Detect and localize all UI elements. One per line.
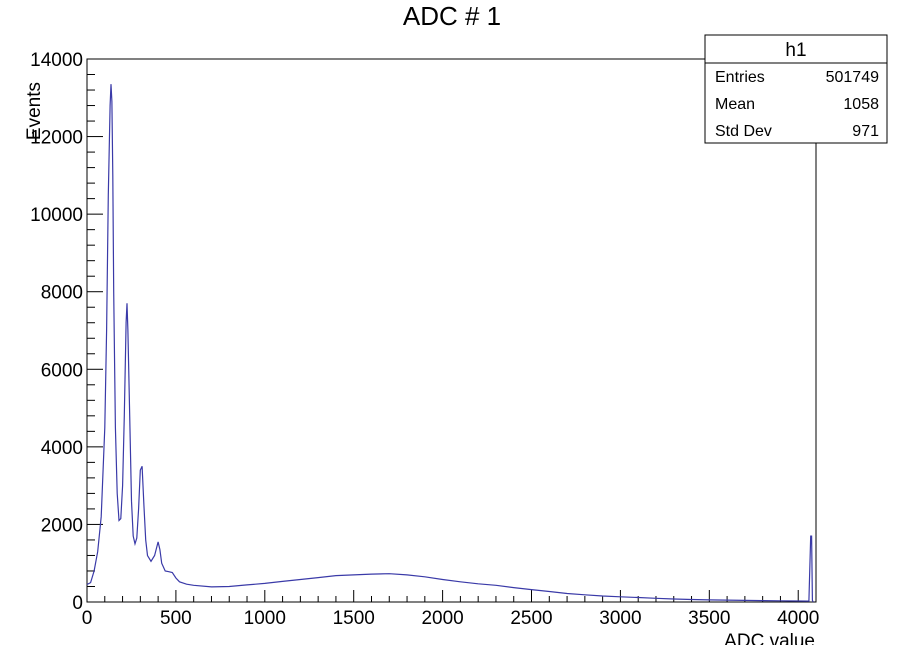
y-tick-label: 0 — [72, 593, 83, 614]
stats-label-mean: Mean — [715, 96, 755, 113]
y-tick-label: 4000 — [41, 438, 83, 459]
chart-title: ADC # 1 — [403, 1, 501, 31]
histogram-line — [86, 84, 814, 603]
x-axis: 0 500 1000 1500 2000 2500 3000 3500 4000 — [82, 590, 819, 629]
x-tick-label: 3000 — [599, 608, 641, 629]
x-tick-label: 4000 — [777, 608, 819, 629]
y-tick-label: 14000 — [30, 50, 83, 71]
stats-box-frame — [704, 34, 888, 144]
x-tick-label: 1000 — [244, 608, 286, 629]
stats-box: h1 Entries 501749 Mean 1058 Std Dev 971 — [704, 34, 888, 144]
stats-value-std-dev: 971 — [852, 123, 879, 140]
x-tick-label: 2500 — [510, 608, 552, 629]
y-tick-label: 12000 — [30, 128, 83, 149]
stats-label-std-dev: Std Dev — [715, 123, 772, 140]
x-tick-label: 0 — [82, 608, 93, 629]
y-axis-title: Events — [24, 82, 45, 140]
y-axis: 0 2000 4000 6000 8000 10000 12000 14000 — [30, 50, 103, 614]
y-tick-label: 10000 — [30, 205, 83, 226]
stats-value-entries: 501749 — [826, 69, 879, 86]
x-tick-label: 3500 — [688, 608, 730, 629]
stats-box-title: h1 — [785, 40, 806, 61]
stats-value-mean: 1058 — [843, 96, 879, 113]
x-tick-label: 500 — [160, 608, 192, 629]
stats-label-entries: Entries — [715, 69, 765, 86]
x-tick-label: 2000 — [421, 608, 463, 629]
x-axis-title: ADC value — [724, 631, 815, 645]
plot-frame — [86, 58, 817, 603]
y-tick-label: 6000 — [41, 360, 83, 381]
y-tick-label: 8000 — [41, 283, 83, 304]
y-tick-label: 2000 — [41, 515, 83, 536]
x-tick-label: 1500 — [333, 608, 375, 629]
